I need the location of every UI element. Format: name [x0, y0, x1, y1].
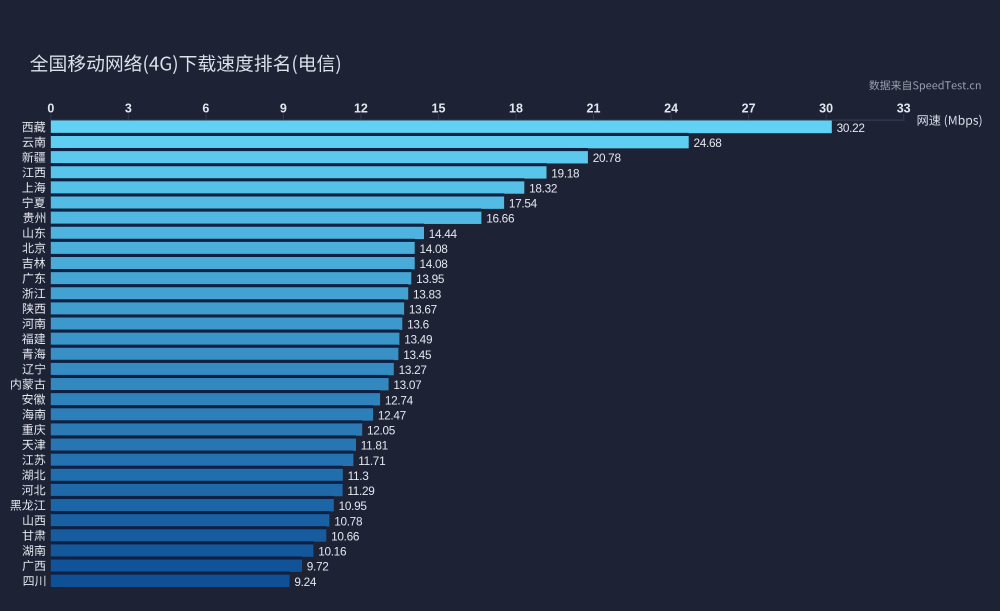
svg-text:30.22: 30.22: [837, 121, 865, 135]
svg-text:12: 12: [354, 102, 368, 116]
svg-text:13.49: 13.49: [404, 333, 432, 347]
svg-text:11.3: 11.3: [348, 469, 370, 483]
svg-text:3: 3: [125, 102, 132, 116]
svg-text:24: 24: [664, 102, 678, 116]
svg-text:30: 30: [819, 102, 833, 116]
svg-text:13.07: 13.07: [393, 378, 421, 392]
svg-text:18: 18: [509, 102, 523, 116]
svg-text:16.66: 16.66: [486, 212, 515, 226]
svg-text:21: 21: [587, 102, 601, 116]
svg-text:14.44: 14.44: [429, 227, 458, 241]
svg-text:13.6: 13.6: [407, 318, 429, 332]
svg-text:10.78: 10.78: [334, 514, 363, 528]
svg-text:13.95: 13.95: [416, 272, 445, 286]
svg-text:13.67: 13.67: [409, 302, 437, 316]
svg-text:11.71: 11.71: [358, 454, 385, 468]
svg-text:11.81: 11.81: [361, 439, 388, 453]
svg-text:9.24: 9.24: [294, 575, 316, 589]
svg-text:10.95: 10.95: [339, 499, 368, 513]
svg-text:11.29: 11.29: [347, 484, 374, 498]
svg-text:9: 9: [280, 102, 287, 116]
svg-text:13.45: 13.45: [403, 348, 432, 362]
svg-text:15: 15: [432, 102, 446, 116]
svg-text:9.72: 9.72: [307, 560, 329, 574]
svg-text:24.68: 24.68: [694, 136, 723, 150]
svg-text:0: 0: [47, 102, 54, 116]
svg-text:20.78: 20.78: [593, 151, 622, 165]
svg-text:12.74: 12.74: [385, 393, 414, 407]
svg-text:6: 6: [202, 102, 209, 116]
svg-text:14.08: 14.08: [420, 257, 449, 271]
svg-text:13.27: 13.27: [399, 363, 427, 377]
svg-text:12.47: 12.47: [378, 408, 406, 422]
svg-text:18.32: 18.32: [529, 181, 557, 195]
svg-text:14.08: 14.08: [420, 242, 449, 256]
svg-text:19.18: 19.18: [551, 166, 580, 180]
svg-text:10.16: 10.16: [318, 545, 347, 559]
svg-text:10.66: 10.66: [331, 529, 360, 543]
svg-text:12.05: 12.05: [367, 424, 396, 438]
svg-text:27: 27: [742, 102, 756, 116]
svg-text:17.54: 17.54: [509, 197, 538, 211]
svg-text:33: 33: [897, 102, 911, 116]
svg-text:13.83: 13.83: [413, 287, 442, 301]
